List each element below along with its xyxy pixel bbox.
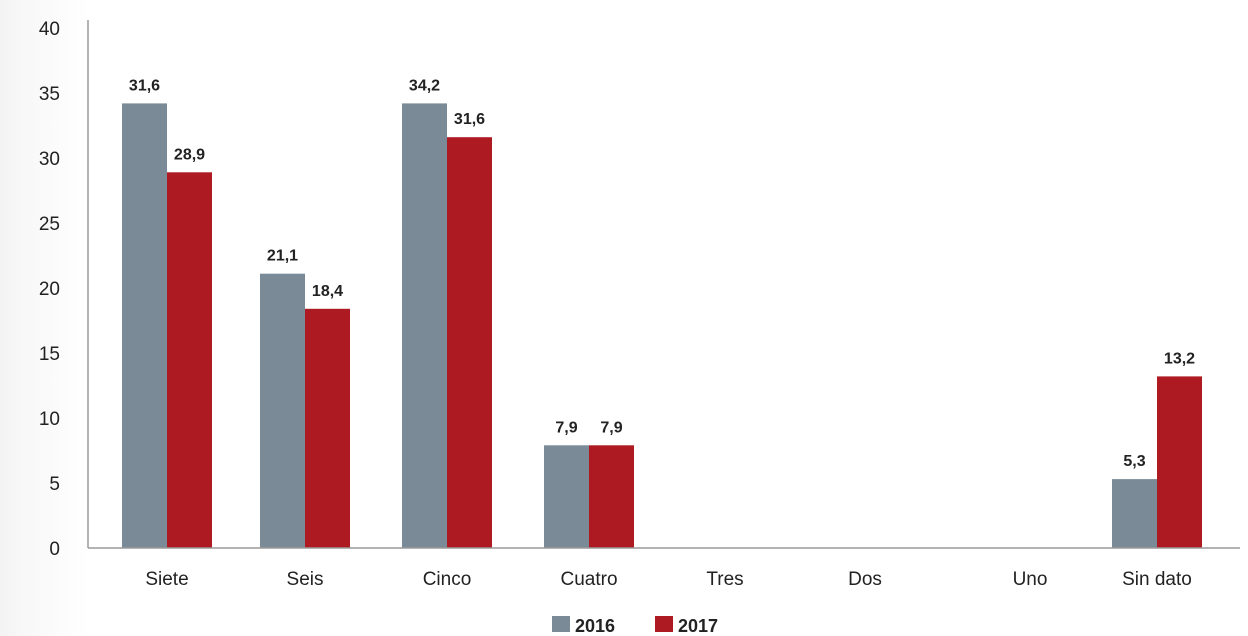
category-label: Uno <box>1013 569 1048 590</box>
category-label: Sin dato <box>1122 569 1192 590</box>
data-label: 31,6 <box>129 77 160 94</box>
data-label: 18,4 <box>312 283 343 300</box>
data-label: 28,9 <box>174 146 205 163</box>
bar-2016-cinco <box>402 103 447 549</box>
category-label: Tres <box>706 569 743 590</box>
y-tick-label: 25 <box>39 214 60 235</box>
category-label: Dos <box>848 569 882 590</box>
data-label: 34,2 <box>409 77 440 94</box>
bar-2016-siete <box>122 103 167 549</box>
y-tick-label: 40 <box>39 19 60 40</box>
data-label: 5,3 <box>1123 453 1145 470</box>
category-label: Cinco <box>423 569 472 590</box>
y-tick-label: 0 <box>49 539 60 560</box>
category-label: Siete <box>145 569 188 590</box>
bar-2016-seis <box>260 273 305 548</box>
bar-2017-cinco <box>447 137 492 548</box>
legend: 2016 2017 <box>552 616 718 636</box>
y-tick-label: 10 <box>39 409 60 430</box>
y-axis-ticks: 0 5 10 15 20 25 30 35 40 <box>39 19 60 560</box>
data-label: 7,9 <box>555 419 577 436</box>
bar-2017-siete <box>167 172 212 549</box>
legend-label-2017: 2017 <box>678 616 718 636</box>
bar-2016-sin-dato <box>1112 479 1157 548</box>
data-label: 21,1 <box>267 248 298 265</box>
y-tick-label: 35 <box>39 84 60 105</box>
bar-2017-cuatro <box>589 445 634 548</box>
bar-2017-sin-dato <box>1157 376 1202 548</box>
y-tick-label: 30 <box>39 149 60 170</box>
bar-2016-cuatro <box>544 445 589 548</box>
data-label: 31,6 <box>454 111 485 128</box>
data-labels: 31,6 28,9 21,1 18,4 34,2 31,6 7,9 7,9 5,3 13,2 <box>129 77 1195 470</box>
y-tick-label: 15 <box>39 344 60 365</box>
category-label: Cuatro <box>560 569 617 590</box>
bar-2017-seis <box>305 308 350 548</box>
x-axis-categories: Siete Seis Cinco Cuatro Tres Dos Uno Sin dato <box>145 569 1192 590</box>
data-label: 7,9 <box>600 419 622 436</box>
legend-label-2016: 2016 <box>575 616 615 636</box>
y-tick-label: 20 <box>39 279 60 300</box>
legend-swatch-2017 <box>655 616 673 632</box>
y-tick-label: 5 <box>49 474 60 495</box>
category-label: Seis <box>287 569 324 590</box>
bar-series <box>122 103 1202 549</box>
data-label: 13,2 <box>1164 350 1195 367</box>
legend-swatch-2016 <box>552 616 570 632</box>
